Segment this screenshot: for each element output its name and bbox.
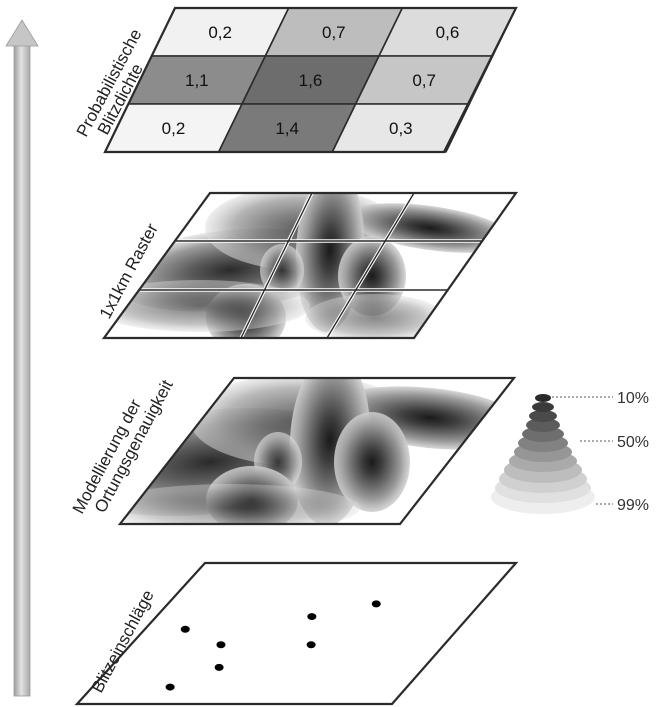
legend-50-label: 50% [617,434,649,451]
probability-stack [491,394,595,514]
density-cell-value: 0,6 [436,23,460,42]
strikes-layer: Blitzeinschläge [74,561,519,706]
strike-dot [306,641,316,649]
density-cell-value: 1,4 [275,119,299,138]
strike-dot [216,641,226,649]
density-cell-value: 0,2 [208,23,232,42]
density-cell-value: 0,2 [162,119,186,138]
density-frame [103,6,518,154]
upward-arrow [5,19,39,697]
strikes-frame [74,561,519,706]
legend-99-label: 99% [617,497,649,514]
raster-layer: 1x1km Raster [96,191,519,340]
density-cell-value: 1,6 [299,71,323,90]
density-cell-value: 0,7 [322,23,346,42]
legend-leaders [552,396,613,505]
density-cell-value: 1,1 [185,71,209,90]
legend-10-label: 10% [617,390,649,407]
strike-dot [214,663,224,671]
density-cell-value: 0,3 [389,119,413,138]
density-layer: 0,2 0,7 0,61,1 1,6 0,70,2 1,4 0,3 Probabilisti… [73,6,518,154]
raster-frame [101,191,519,340]
modelling-frame [117,376,517,526]
strike-dot [307,613,317,621]
modelling-layer: Modellierung der Ortungsgenauigkeit 10% … [69,376,649,526]
density-cell-value: 0,7 [412,71,436,90]
strike-dot [371,600,381,608]
density-cell [331,103,471,153]
strike-dot [180,625,190,633]
strike-dot [165,683,175,691]
